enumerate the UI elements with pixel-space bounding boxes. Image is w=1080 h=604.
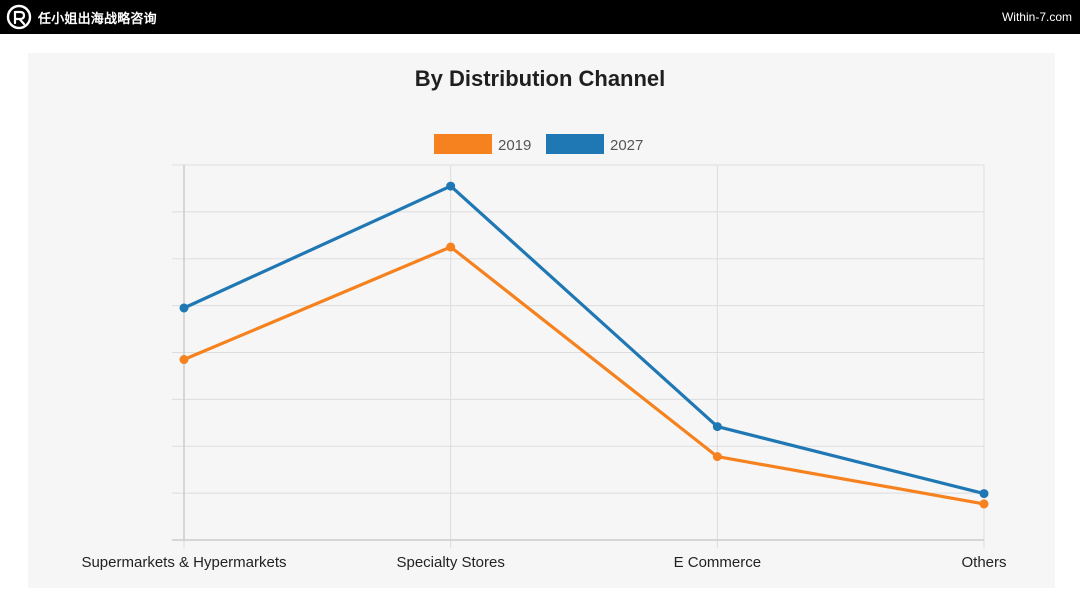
brand-name: 任小姐出海战略咨询 (38, 10, 157, 26)
legend-swatch (546, 134, 604, 154)
x-tick-label: Supermarkets & Hypermarkets (81, 554, 286, 571)
site-url: Within-7.com (1001, 10, 1072, 24)
legend-item-2019[interactable]: 2019 (434, 134, 531, 154)
data-point-2019[interactable] (979, 499, 989, 509)
r-circle-logo-icon (6, 4, 32, 30)
chart-title: By Distribution Channel (414, 66, 666, 91)
legend-label: 2027 (610, 137, 643, 154)
data-point-2027[interactable] (179, 303, 189, 313)
grid (172, 164, 985, 548)
data-point-2019[interactable] (446, 242, 456, 252)
data-point-2027[interactable] (446, 181, 456, 191)
data-point-2027[interactable] (979, 489, 989, 499)
series-line-2027 (183, 184, 985, 496)
x-tick-label: Specialty Stores (396, 554, 504, 571)
chart-panel (28, 53, 1055, 588)
data-point-2019[interactable] (179, 355, 189, 365)
legend-label: 2019 (498, 137, 531, 154)
legend-swatch (434, 134, 492, 154)
top-bar: 任小姐出海战略咨询 Within-7.com (0, 0, 1080, 34)
data-points (179, 181, 989, 509)
x-tick-label: E Commerce (674, 554, 762, 571)
x-tick-label: Others (961, 554, 1006, 571)
legend-item-2027[interactable]: 2027 (546, 134, 643, 154)
series-lines (183, 184, 985, 506)
legend[interactable]: 2019 2027 (434, 134, 643, 154)
data-point-2019[interactable] (712, 452, 722, 462)
brand: 任小姐出海战略咨询 (6, 4, 157, 30)
x-tick-labels: Supermarkets & Hypermarkets Specialty Sto… (81, 554, 1006, 571)
data-point-2027[interactable] (712, 422, 722, 432)
series-line-2019 (183, 245, 985, 506)
